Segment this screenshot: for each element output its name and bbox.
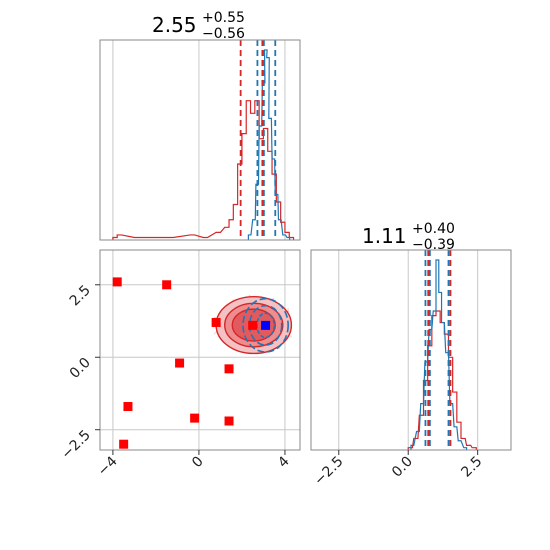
title-param2-value: 1.11: [362, 224, 407, 248]
marker-red-square: [112, 277, 122, 287]
sample-point: [213, 332, 216, 335]
x2-tick-label: −2.5: [311, 454, 346, 489]
marker-red-square: [162, 280, 172, 290]
y2-tick-label: 0.0: [67, 355, 94, 382]
histogram-panel-param2: [310, 249, 512, 451]
y2-tick-label: 2.5: [67, 282, 94, 309]
panel-frame: [310, 249, 512, 451]
marker-red-square: [123, 402, 133, 412]
x1-tick-label: −4: [95, 453, 121, 479]
title-param1-value: 2.55: [152, 13, 197, 37]
sample-point: [272, 297, 275, 300]
histogram-blue: [410, 259, 468, 450]
marker-red-square: [211, 317, 221, 327]
panel-background: [311, 250, 511, 450]
x2-tick-label: 2.5: [458, 454, 485, 481]
x1-tick-label: 0: [189, 454, 207, 472]
x1-tick-label: 4: [275, 453, 293, 471]
sample-point: [214, 316, 216, 319]
histogram-red: [112, 100, 295, 240]
title-param2-lower: −0.39: [412, 237, 455, 253]
marker-red-square: [119, 439, 129, 449]
x-axis-param1-ticks: −4 0 4: [95, 453, 293, 479]
marker-red-square: [248, 320, 258, 330]
marker-blue-square: [261, 320, 271, 330]
marker-red-square: [175, 358, 185, 368]
histogram-blue: [247, 49, 291, 240]
y2-tick-label: −2.5: [58, 427, 93, 462]
title-param1: 2.55 +0.55 −0.56: [152, 10, 245, 42]
title-param2-upper: +0.40: [412, 221, 455, 237]
panel-frame: [99, 39, 301, 241]
sample-point: [287, 308, 289, 310]
title-param1-upper: +0.55: [202, 10, 245, 26]
y-axis-param2-ticks: 2.5 0.0 −2.5: [58, 282, 93, 462]
scatter-panel: [99, 249, 301, 451]
sample-point: [248, 294, 251, 297]
marker-red-square: [190, 413, 200, 423]
panel-frame: [99, 249, 301, 451]
contour-blue: [242, 297, 289, 353]
marker-red-square: [224, 416, 234, 426]
marker-red-square: [224, 364, 234, 374]
title-param2: 1.11 +0.40 −0.39: [362, 221, 455, 253]
panel-background: [100, 40, 300, 240]
x2-tick-label: 0.0: [389, 454, 416, 481]
title-param1-lower: −0.56: [202, 26, 245, 42]
histogram-panel-param1: [99, 39, 301, 241]
sample-point: [290, 335, 292, 338]
x-axis-param2-ticks: −2.5 0.0 2.5: [311, 454, 485, 489]
tick-marks: [95, 284, 479, 455]
